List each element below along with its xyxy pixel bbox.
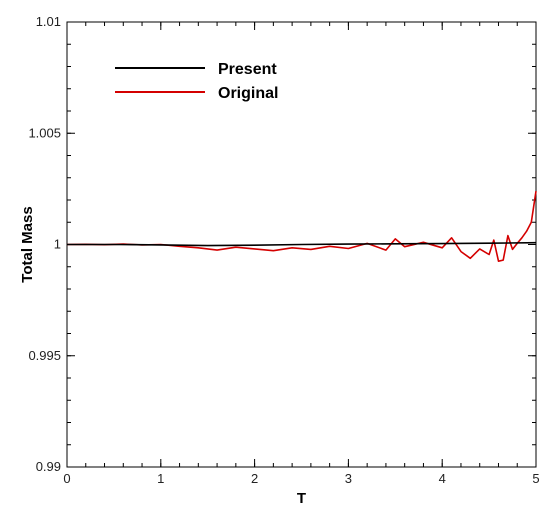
series-layer	[66, 190, 537, 263]
x-tick-label: 4	[439, 471, 446, 486]
x-tick-label: 5	[532, 471, 539, 486]
x-tick-label: 1	[157, 471, 164, 486]
series-line-present	[67, 241, 537, 247]
y-tick-label: 0.995	[28, 348, 61, 363]
y-tick-label: 1.01	[36, 14, 61, 29]
y-axis-title: Total Mass	[19, 206, 36, 282]
x-tick-label: 0	[63, 471, 70, 486]
legend-label-original: Original	[218, 85, 278, 102]
x-axis-title: T	[297, 490, 306, 507]
y-tick-label: 1.005	[28, 125, 61, 140]
legend-label-present: Present	[218, 61, 277, 78]
x-tick-label: 3	[345, 471, 352, 486]
axis-ticks	[66, 21, 537, 468]
y-tick-label: 1	[54, 237, 61, 252]
axis-tick-labels: 0 1 2 3 4 5 0.99 0.995 1 1.005 1.01	[28, 14, 539, 486]
y-tick-label: 0.99	[36, 459, 61, 474]
legend: Present Original	[115, 61, 278, 102]
series-line-original	[66, 190, 537, 263]
x-tick-label: 2	[251, 471, 258, 486]
